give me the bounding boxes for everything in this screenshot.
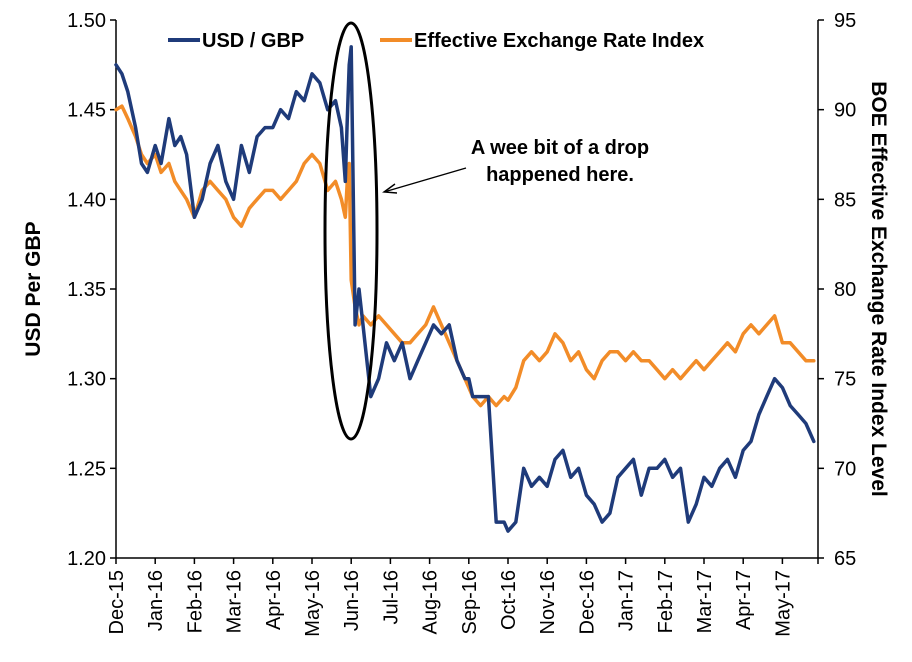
highlight-ellipse xyxy=(323,21,379,441)
left-tick-label: 1.35 xyxy=(67,279,106,301)
x-tick-label: May-17 xyxy=(772,570,794,637)
x-tick-label: Sep-16 xyxy=(459,570,481,635)
x-ticks: Dec-15 Jan-16 Feb-16 Mar-16 Apr-16 May-16 Jun-… xyxy=(106,558,819,637)
x-tick-label: Apr-17 xyxy=(733,570,755,630)
annotation-text: A wee bit of a drop happened here. xyxy=(471,137,649,186)
x-tick-label: Apr-16 xyxy=(263,570,285,630)
left-tick-label: 1.20 xyxy=(67,548,106,570)
x-tick-label: Oct-16 xyxy=(498,570,520,630)
legend-label-usd-gbp: USD / GBP xyxy=(202,30,304,52)
annotation-line: happened here. xyxy=(486,164,634,186)
right-tick-label: 80 xyxy=(834,279,856,301)
x-tick-label: Nov-16 xyxy=(537,570,559,634)
x-tick-label: Jul-16 xyxy=(380,570,402,624)
x-tick-label: Feb-16 xyxy=(184,570,206,633)
left-tick-label: 1.50 xyxy=(67,10,106,32)
left-tick-label: 1.45 xyxy=(67,100,106,122)
left-tick-label: 1.25 xyxy=(67,458,106,480)
x-tick-label: Dec-16 xyxy=(576,570,598,634)
legend-label-eeri: Effective Exchange Rate Index xyxy=(414,30,704,52)
x-tick-label: Aug-16 xyxy=(420,570,442,635)
x-tick-label: Mar-16 xyxy=(224,570,246,633)
series-line-effective-exchange-rate-index xyxy=(114,104,816,408)
annotation-line: A wee bit of a drop xyxy=(471,137,649,159)
right-y-ticks: 65 70 75 80 85 90 95 xyxy=(818,10,856,570)
x-tick-label: Feb-17 xyxy=(655,570,677,633)
right-tick-label: 75 xyxy=(834,369,856,391)
x-tick-label: Jan-16 xyxy=(145,570,167,631)
x-tick-label: May-16 xyxy=(302,570,324,637)
right-tick-label: 95 xyxy=(834,10,856,32)
left-axis-title: USD Per GBP xyxy=(22,221,45,356)
annotation-arrowhead xyxy=(382,183,398,194)
x-tick-label: Jan-17 xyxy=(616,570,638,631)
annotation-arrow xyxy=(383,167,467,193)
right-tick-label: 65 xyxy=(834,548,856,570)
left-y-ticks: 1.20 1.25 1.30 1.35 1.40 1.45 1.50 xyxy=(67,10,116,570)
left-tick-label: 1.30 xyxy=(67,369,106,391)
right-axis-title: BOE Effective Exchange Rate Index Level xyxy=(867,81,890,497)
x-tick-label: Dec-15 xyxy=(106,570,128,634)
right-tick-label: 70 xyxy=(834,458,856,480)
right-tick-label: 85 xyxy=(834,189,856,211)
legend: USD / GBP Effective Exchange Rate Index xyxy=(168,30,704,52)
right-tick-label: 90 xyxy=(834,100,856,122)
series-line-usd-gbp xyxy=(114,45,816,533)
x-tick-label: Jun-16 xyxy=(341,570,363,631)
plot-area xyxy=(115,20,819,559)
left-tick-label: 1.40 xyxy=(67,189,106,211)
x-tick-label: Mar-17 xyxy=(694,570,716,633)
series-layer xyxy=(114,45,816,533)
